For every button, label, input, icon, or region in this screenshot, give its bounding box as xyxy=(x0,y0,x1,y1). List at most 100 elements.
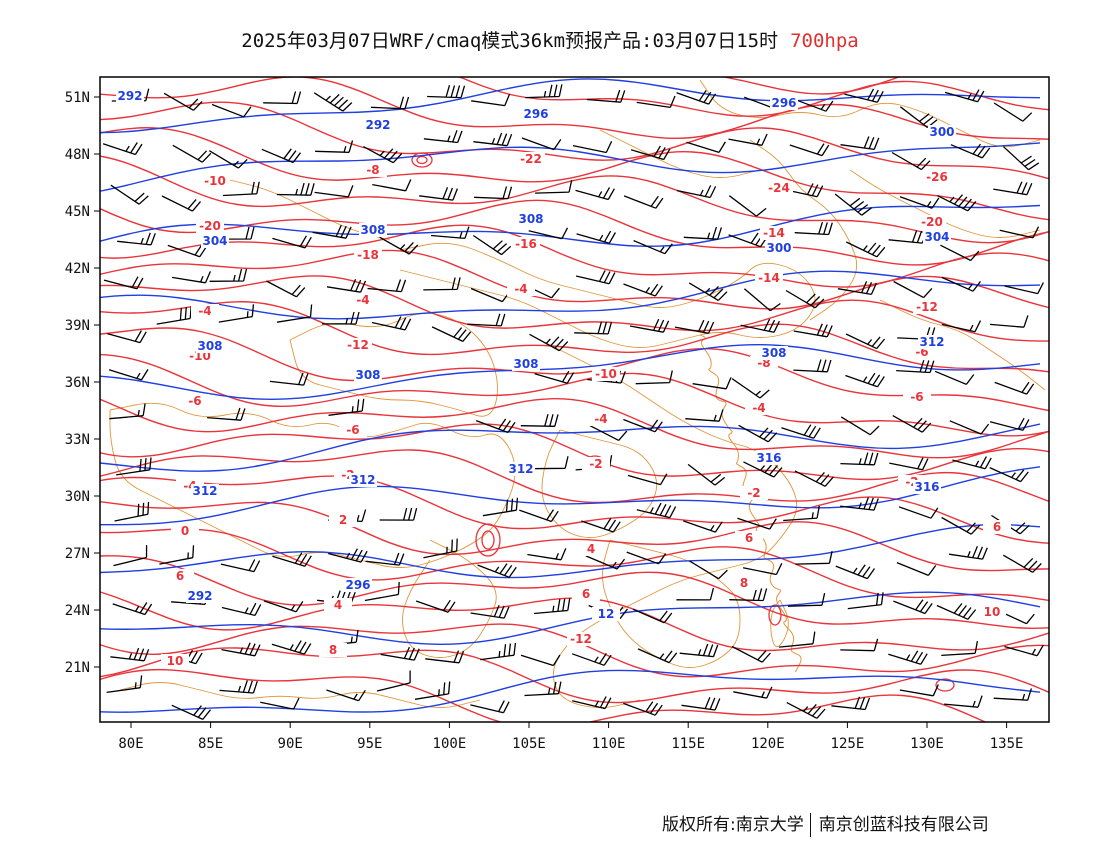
contour-label: 312 xyxy=(192,484,217,498)
contour-label: -6 xyxy=(910,390,923,404)
contour-label-bg xyxy=(740,486,768,500)
wind-barb xyxy=(112,602,153,616)
temperature-contour xyxy=(100,249,1049,310)
contour-label-bg xyxy=(196,219,224,233)
map-frame xyxy=(99,76,1050,723)
wind-barb xyxy=(218,304,255,323)
wind-barb xyxy=(793,98,834,112)
boundary-line xyxy=(879,299,1046,391)
wind-barbs xyxy=(102,84,1044,720)
wind-barb xyxy=(471,93,511,107)
wind-barb xyxy=(893,599,933,615)
lon-tick-label: 100E xyxy=(433,736,467,752)
wind-barb xyxy=(794,470,834,487)
contour-label-bg xyxy=(171,524,199,538)
wind-barb xyxy=(159,545,195,565)
height-contour xyxy=(100,142,1041,192)
contour-label-bg xyxy=(928,125,956,139)
wind-barb xyxy=(480,642,517,661)
lat-tick-label: 30N xyxy=(65,489,90,505)
contour-label: 6 xyxy=(993,520,1001,534)
contour-label: -24 xyxy=(768,181,790,195)
map-title: 2025年03月07日WRF/cmaq模式36km预报产品:03月07日15时 7… xyxy=(0,26,1100,53)
wind-barb xyxy=(110,647,150,662)
wind-barb xyxy=(587,370,626,384)
wind-barb xyxy=(635,370,673,385)
wind-barb xyxy=(171,271,211,284)
wind-barb xyxy=(431,326,472,342)
wind-barb xyxy=(941,516,981,535)
wind-barb xyxy=(221,602,262,617)
temperature-contour xyxy=(100,647,1049,704)
wind-barb xyxy=(423,277,461,291)
contour-label-bg xyxy=(592,367,620,381)
contour-label-bg xyxy=(517,212,545,226)
wind-barb xyxy=(114,501,150,522)
wind-barb xyxy=(572,696,612,710)
wind-barb xyxy=(529,333,569,352)
wind-barb xyxy=(899,684,939,697)
wind-barb xyxy=(364,582,400,602)
wind-barb xyxy=(941,640,979,657)
wind-barb xyxy=(676,90,717,105)
wind-barb xyxy=(263,91,302,105)
wind-barb xyxy=(733,686,773,699)
axis-ticks: 80E 85E 90E 95E 100E 105E 110E 115E 120E 125E 130E… xyxy=(65,90,1024,752)
contour-label-bg xyxy=(923,170,951,184)
wind-barb xyxy=(222,181,260,197)
wind-barb xyxy=(161,195,201,212)
temperature-contour xyxy=(100,327,1049,412)
temperature-cell xyxy=(411,152,433,168)
boundary-line xyxy=(289,312,498,417)
contour-label-bg xyxy=(344,578,372,592)
wind-barb xyxy=(783,505,820,522)
wind-barb xyxy=(731,378,770,399)
contour-label: -18 xyxy=(357,248,379,262)
wind-barb xyxy=(588,424,628,441)
contour-label-bg xyxy=(577,542,605,556)
wind-barb xyxy=(271,640,312,655)
wind-barb xyxy=(326,689,366,702)
contour-label: 10 xyxy=(167,654,184,668)
wind-barb xyxy=(692,377,732,390)
wind-barb xyxy=(419,187,459,201)
contour-label: -2 xyxy=(589,457,602,471)
wind-barb xyxy=(793,323,833,338)
boundary-line xyxy=(849,169,1041,238)
lon-tick-label: 105E xyxy=(512,736,546,752)
wind-barb xyxy=(683,226,723,240)
wind-barb xyxy=(102,142,143,156)
contour-label: -12 xyxy=(570,632,592,646)
wind-barb xyxy=(837,281,877,296)
wind-barb xyxy=(414,681,451,700)
wind-barb xyxy=(423,130,463,144)
wind-barb xyxy=(688,282,728,301)
contour-label-bg xyxy=(191,484,219,498)
wind-barb xyxy=(934,370,975,385)
contour-label: 8 xyxy=(740,576,748,590)
wind-barb xyxy=(117,232,156,246)
wind-barb xyxy=(531,456,569,470)
contour-label-bg xyxy=(116,89,144,103)
wind-barb xyxy=(952,456,992,470)
wind-barb xyxy=(949,420,990,435)
lat-tick-label: 45N xyxy=(65,204,90,220)
contour-label-bg xyxy=(186,589,214,603)
wind-barb xyxy=(470,287,511,303)
contour-label: 308 xyxy=(518,212,543,226)
wind-barb xyxy=(786,702,826,719)
wind-barb xyxy=(893,280,933,299)
height-contour xyxy=(100,591,1041,646)
wind-barb xyxy=(276,304,313,323)
wind-barb xyxy=(728,195,767,217)
wind-barb xyxy=(676,587,715,601)
contour-label: 12 xyxy=(598,607,615,621)
wind-barb xyxy=(896,360,935,374)
lat-tick-label: 33N xyxy=(65,432,90,448)
contour-label-bg xyxy=(592,607,620,621)
wind-barb xyxy=(737,517,777,530)
contour-label-bg xyxy=(522,107,550,121)
wind-barb xyxy=(172,144,212,163)
contour-label-bg xyxy=(191,304,219,318)
lon-tick-label: 120E xyxy=(751,736,785,752)
